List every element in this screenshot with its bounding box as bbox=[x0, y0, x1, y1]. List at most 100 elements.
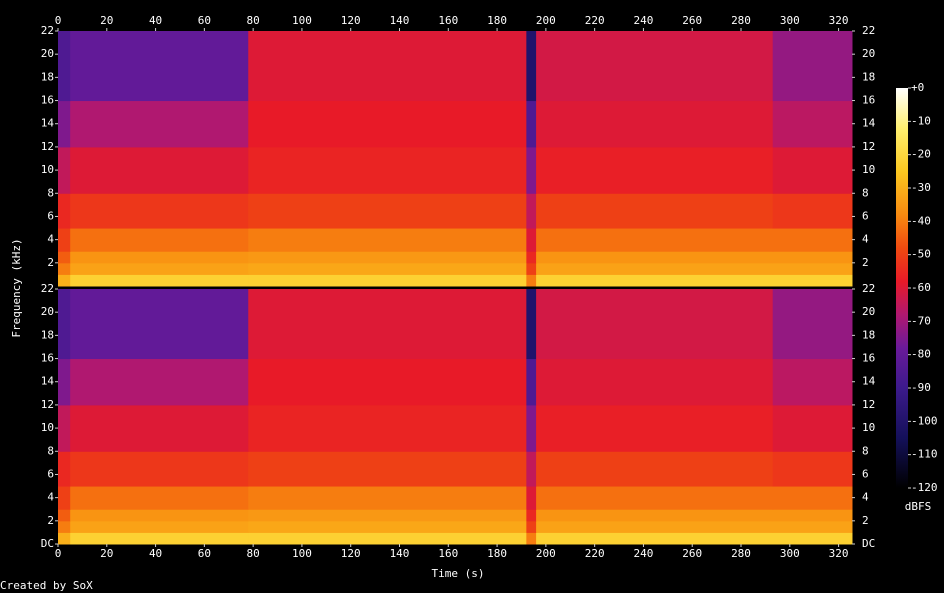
y-tick-label: 4 bbox=[862, 491, 869, 504]
heatmap-cell bbox=[772, 146, 853, 194]
heatmap-cell bbox=[772, 289, 853, 360]
x-tick-label: 20 bbox=[100, 14, 113, 27]
heatmap-cell bbox=[526, 532, 537, 545]
heatmap-cell bbox=[536, 146, 774, 194]
heatmap-cell bbox=[58, 251, 71, 264]
x-tick-label: 40 bbox=[149, 14, 162, 27]
y-tick-label: 12 bbox=[862, 398, 875, 411]
heatmap-cell bbox=[70, 520, 249, 533]
heatmap-cell bbox=[526, 451, 537, 487]
colorbar-tick-label: -20 bbox=[911, 148, 931, 161]
heatmap-cell bbox=[248, 193, 527, 229]
x-tick-label: 180 bbox=[487, 14, 507, 27]
heatmap-cell bbox=[70, 31, 249, 102]
heatmap-cell bbox=[248, 274, 527, 287]
x-tick-label: 280 bbox=[731, 14, 751, 27]
heatmap-cell bbox=[772, 274, 853, 287]
y-tick-label: 4 bbox=[47, 233, 54, 246]
heatmap-cell bbox=[772, 251, 853, 264]
heatmap-cell bbox=[772, 486, 853, 510]
heatmap-cell bbox=[70, 486, 249, 510]
y-tick-label: 22 bbox=[41, 282, 54, 295]
heatmap-cell bbox=[772, 100, 853, 148]
colorbar-tick-label: -90 bbox=[911, 381, 931, 394]
y-tick-label: 22 bbox=[862, 282, 875, 295]
colorbar-tick-label: -50 bbox=[911, 248, 931, 261]
heatmap-cell bbox=[772, 520, 853, 533]
x-axis-label: Time (s) bbox=[432, 567, 485, 580]
y-tick-label: 8 bbox=[862, 186, 869, 199]
heatmap-cell bbox=[536, 358, 774, 406]
heatmap-cell bbox=[526, 358, 537, 406]
y-tick-label: 14 bbox=[41, 117, 55, 130]
heatmap-cell bbox=[70, 100, 249, 148]
x-tick-label: 160 bbox=[438, 14, 458, 27]
y-tick-label: 2 bbox=[47, 256, 54, 269]
heatmap-cell bbox=[70, 274, 249, 287]
colorbar-tick-label: -120 bbox=[911, 481, 938, 494]
heatmap-cell bbox=[70, 358, 249, 406]
heatmap-cell bbox=[536, 451, 774, 487]
x-tick-label: 140 bbox=[390, 547, 410, 560]
heatmap-cell bbox=[248, 451, 527, 487]
x-tick-label: 120 bbox=[341, 14, 361, 27]
y-tick-label: 6 bbox=[47, 467, 54, 480]
heatmap-cell bbox=[772, 451, 853, 487]
y-tick-label: 12 bbox=[862, 140, 875, 153]
heatmap-cell bbox=[248, 358, 527, 406]
y-tick-label: 18 bbox=[41, 70, 54, 83]
heatmap-cell bbox=[526, 251, 537, 264]
x-tick-label: 280 bbox=[731, 547, 751, 560]
heatmap-cell bbox=[248, 532, 527, 545]
colorbar-tick-label: -100 bbox=[911, 414, 938, 427]
heatmap-cell bbox=[536, 520, 774, 533]
heatmap-cell bbox=[526, 274, 537, 287]
colorbar-label: dBFS bbox=[905, 500, 932, 513]
y-tick-label: 20 bbox=[41, 305, 54, 318]
heatmap-cell bbox=[526, 228, 537, 252]
heatmap-cell bbox=[248, 509, 527, 522]
heatmap-cell bbox=[58, 404, 71, 452]
y-tick-label: DC bbox=[862, 537, 875, 550]
heatmap-cell bbox=[248, 228, 527, 252]
footer: Created by SoX bbox=[0, 579, 93, 592]
y-tick-label: 12 bbox=[41, 398, 54, 411]
y-tick-label: 16 bbox=[41, 352, 54, 365]
heatmap-cell bbox=[772, 404, 853, 452]
y-tick-label: 18 bbox=[862, 328, 875, 341]
heatmap-cell bbox=[70, 146, 249, 194]
heatmap-cell bbox=[536, 31, 774, 102]
heatmap-cell bbox=[248, 289, 527, 360]
heatmap-cell bbox=[70, 509, 249, 522]
heatmap-cell bbox=[70, 532, 249, 545]
x-tick-label: 200 bbox=[536, 547, 556, 560]
heatmap-cell bbox=[772, 262, 853, 275]
heatmap-cell bbox=[536, 262, 774, 275]
heatmap-cell bbox=[526, 100, 537, 148]
y-tick-label: 16 bbox=[862, 352, 875, 365]
y-tick-label: 14 bbox=[862, 375, 876, 388]
heatmap-cell bbox=[70, 251, 249, 264]
heatmap-cell bbox=[248, 520, 527, 533]
heatmap-cell bbox=[526, 520, 537, 533]
y-tick-label: 18 bbox=[862, 70, 875, 83]
colorbar-tick-label: -110 bbox=[911, 448, 938, 461]
x-tick-label: 40 bbox=[149, 547, 162, 560]
y-tick-label: 8 bbox=[47, 186, 54, 199]
x-tick-label: 160 bbox=[438, 547, 458, 560]
colorbar-tick-label: -40 bbox=[911, 214, 931, 227]
colorbar-tick-label: -60 bbox=[911, 281, 931, 294]
y-tick-label: 10 bbox=[862, 163, 875, 176]
heatmap-cell bbox=[536, 251, 774, 264]
y-tick-label: DC bbox=[41, 537, 54, 550]
heatmap-cell bbox=[248, 262, 527, 275]
y-tick-label: 10 bbox=[41, 163, 54, 176]
heatmap-cell bbox=[526, 289, 537, 360]
heatmap-cell bbox=[526, 486, 537, 510]
heatmap-cell bbox=[58, 262, 71, 275]
x-tick-label: 300 bbox=[780, 547, 800, 560]
x-tick-label: 80 bbox=[247, 547, 260, 560]
heatmap-cell bbox=[58, 289, 71, 360]
heatmap-cell bbox=[772, 509, 853, 522]
